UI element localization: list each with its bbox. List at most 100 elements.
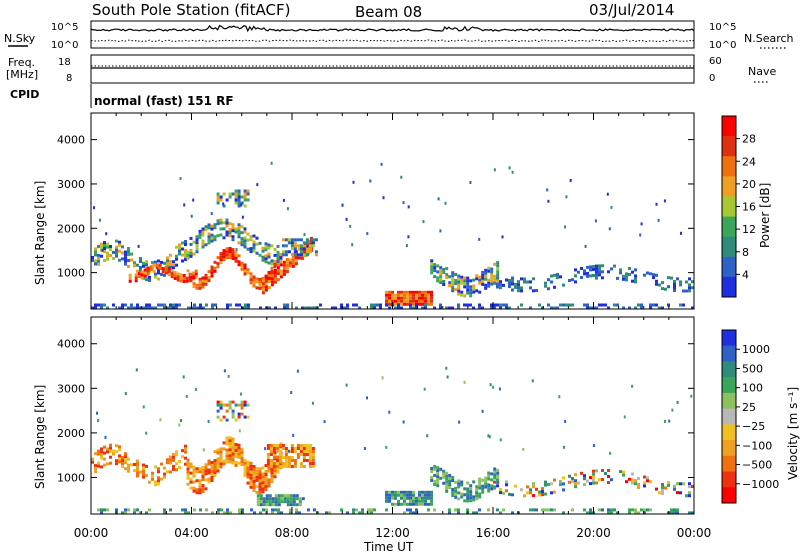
data-cell: [243, 263, 247, 267]
data-cell: [409, 490, 412, 494]
colorbar-swatch: [722, 116, 736, 137]
data-cell: [267, 478, 271, 482]
data-cell: [255, 484, 259, 488]
data-cell: [490, 276, 494, 280]
data-cell: [385, 445, 388, 449]
data-cell: [293, 238, 297, 242]
data-cell: [580, 276, 583, 279]
data-cell: [228, 439, 232, 443]
data-cell: [673, 508, 676, 512]
data-cell: [299, 247, 303, 251]
data-cell: [457, 274, 461, 278]
data-cell: [198, 232, 202, 236]
data-cell: [418, 490, 421, 494]
data-cell: [195, 470, 199, 474]
data-cell: [296, 453, 300, 456]
data-cell: [481, 273, 485, 277]
data-cell: [258, 277, 262, 281]
data-cell: [134, 273, 138, 277]
data-cell: [184, 450, 187, 454]
data-cell: [234, 443, 238, 446]
data-cell: [247, 306, 250, 310]
data-cell: [216, 198, 220, 202]
power-heatmap: [91, 161, 694, 310]
data-cell: [261, 249, 265, 253]
data-cell: [301, 497, 305, 501]
data-cell: [442, 271, 446, 274]
data-cell: [385, 499, 388, 503]
data-cell: [192, 240, 196, 244]
data-cell: [589, 306, 592, 310]
data-cell: [309, 236, 313, 240]
data-cell: [284, 253, 288, 257]
data-cell: [167, 270, 171, 274]
data-cell: [400, 175, 403, 179]
data-cell: [529, 491, 532, 495]
data-cell: [201, 285, 205, 289]
data-cell: [571, 477, 574, 480]
data-cell: [184, 249, 187, 252]
data-cell: [145, 431, 148, 435]
data-cell: [296, 253, 300, 257]
data-cell: [193, 303, 196, 307]
data-cell: [201, 245, 205, 249]
data-cell: [195, 479, 199, 483]
data-cell: [302, 456, 306, 459]
data-cell: [246, 460, 250, 464]
data-cell: [388, 499, 391, 503]
data-cell: [255, 242, 259, 246]
data-cell: [685, 289, 688, 293]
data-cell: [508, 492, 511, 496]
data-cell: [213, 223, 217, 227]
data-cell: [202, 306, 205, 310]
data-cell: [228, 406, 232, 410]
data-cell: [427, 296, 430, 300]
data-cell: [343, 306, 346, 310]
data-cell: [172, 306, 175, 310]
data-cell: [277, 500, 281, 504]
data-cell: [478, 281, 482, 285]
data-cell: [93, 206, 95, 210]
data-cell: [164, 268, 168, 272]
data-cell: [287, 449, 290, 453]
data-cell: [160, 303, 163, 307]
data-cell: [457, 306, 460, 310]
data-cell: [430, 502, 433, 506]
data-cell: [589, 511, 592, 515]
data-cell: [151, 306, 154, 310]
data-cell: [270, 474, 274, 478]
data-cell: [418, 302, 421, 306]
data-cell: [231, 452, 235, 456]
data-cell: [127, 466, 130, 470]
data-cell: [424, 496, 427, 500]
data-cell: [490, 279, 494, 283]
data-cell: [234, 418, 238, 422]
data-cell: [622, 306, 625, 310]
data-cell: [225, 409, 229, 413]
data-cell: [544, 508, 547, 512]
data-cell: [649, 508, 652, 512]
data-cell: [265, 503, 269, 507]
data-cell: [207, 223, 211, 227]
data-cell: [475, 485, 479, 489]
data-cell: [421, 290, 424, 294]
data-cell: [124, 262, 127, 266]
data-cell: [589, 268, 592, 272]
data-cell: [385, 493, 388, 497]
data-cell: [269, 450, 273, 453]
data-cell: [340, 303, 343, 307]
data-cell: [252, 480, 256, 483]
data-cell: [430, 476, 434, 479]
data-cell: [222, 192, 226, 196]
cpid-label: CPID: [10, 88, 39, 101]
data-cell: [550, 491, 553, 495]
data-cell: [496, 279, 500, 283]
data-cell: [532, 482, 535, 486]
data-cell: [285, 258, 289, 262]
data-cell: [219, 218, 223, 222]
data-cell: [484, 268, 488, 272]
data-cell: [670, 508, 673, 512]
data-cell: [445, 483, 449, 487]
data-cell: [391, 502, 394, 506]
data-cell: [219, 403, 223, 407]
